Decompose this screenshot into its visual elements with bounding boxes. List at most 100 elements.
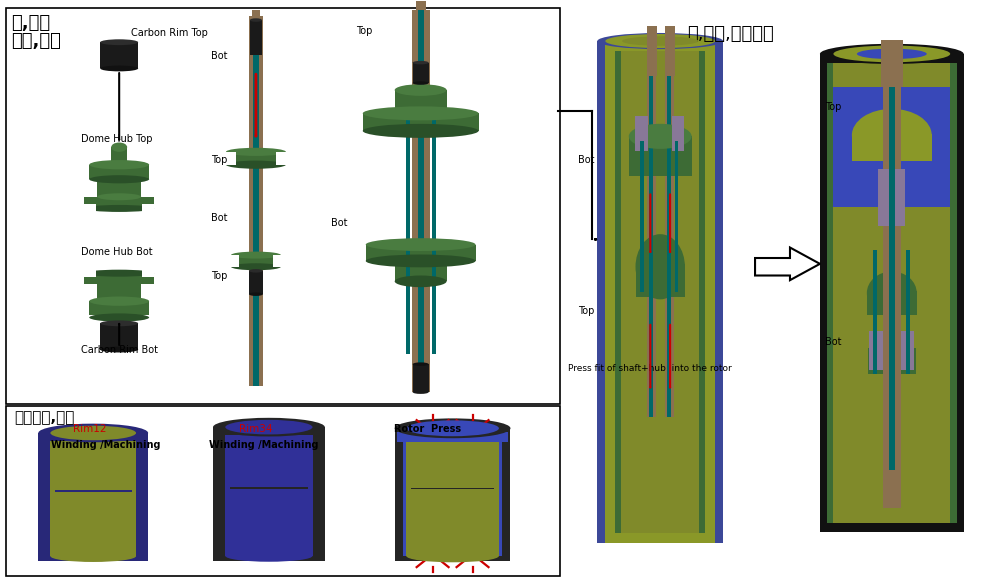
Text: 축,허브: 축,허브 (11, 14, 50, 32)
Bar (412, 364, 428, 392)
Bar (616, 51, 622, 533)
Bar (89, 165, 149, 179)
Bar (84, 266, 96, 277)
Ellipse shape (834, 46, 950, 62)
Bar (97, 284, 141, 302)
Bar (852, 134, 932, 162)
Ellipse shape (394, 275, 446, 287)
Text: Bot: Bot (211, 213, 227, 223)
Bar (111, 312, 127, 318)
Ellipse shape (250, 18, 262, 22)
Bar (883, 45, 901, 484)
Bar (213, 427, 324, 561)
Bar (394, 258, 446, 281)
Bar (6, 406, 561, 576)
Bar (901, 331, 914, 370)
Bar (881, 39, 903, 87)
Text: Rotor  Press: Rotor Press (393, 424, 460, 434)
Text: Bot: Bot (825, 336, 842, 347)
Bar (867, 291, 917, 315)
Bar (873, 250, 877, 374)
Ellipse shape (89, 314, 149, 322)
Bar (365, 244, 475, 261)
Bar (252, 10, 260, 19)
Bar (6, 8, 561, 404)
Bar (598, 41, 723, 543)
Text: Winding /Machining: Winding /Machining (209, 441, 318, 451)
Bar (250, 20, 262, 55)
Bar (84, 197, 154, 209)
Bar (415, 1, 425, 10)
Ellipse shape (606, 34, 715, 48)
Ellipse shape (394, 418, 511, 438)
Ellipse shape (89, 175, 149, 183)
Bar (226, 152, 236, 165)
Bar (362, 113, 478, 131)
Text: Top: Top (579, 306, 595, 316)
Bar (229, 487, 308, 489)
Ellipse shape (225, 420, 312, 434)
Text: Bot: Bot (579, 155, 595, 165)
Bar (84, 204, 96, 214)
Ellipse shape (231, 263, 281, 270)
Bar (89, 301, 149, 315)
Ellipse shape (362, 124, 478, 138)
Text: Top: Top (355, 26, 372, 36)
Bar (868, 348, 916, 374)
Bar (84, 273, 154, 284)
Text: Top: Top (825, 102, 841, 112)
Bar (111, 147, 127, 165)
Bar (616, 51, 705, 533)
Bar (834, 87, 950, 207)
Ellipse shape (249, 269, 263, 272)
Bar (869, 331, 883, 370)
Bar (50, 441, 136, 556)
Bar (640, 141, 644, 292)
Ellipse shape (249, 292, 263, 296)
Ellipse shape (406, 550, 498, 563)
Text: Bot: Bot (211, 52, 227, 62)
Bar (665, 26, 675, 76)
Bar (665, 26, 674, 417)
Ellipse shape (225, 550, 312, 562)
Ellipse shape (111, 142, 127, 152)
Bar (394, 90, 446, 113)
Ellipse shape (84, 270, 154, 277)
Bar (883, 470, 901, 508)
Ellipse shape (231, 251, 281, 258)
Bar (820, 54, 964, 532)
Bar (38, 433, 148, 561)
Bar (231, 255, 281, 267)
Ellipse shape (226, 161, 286, 169)
Bar (225, 435, 312, 556)
Text: Rim34: Rim34 (239, 424, 272, 434)
Bar (276, 152, 286, 165)
Bar (253, 16, 259, 386)
Ellipse shape (50, 425, 136, 440)
Bar (410, 488, 494, 489)
Bar (249, 271, 263, 294)
Text: Press fit of shaft+hub  into the rotor: Press fit of shaft+hub into the rotor (569, 364, 732, 373)
Bar (827, 63, 834, 523)
Bar (412, 63, 428, 83)
Ellipse shape (598, 33, 723, 49)
Bar (397, 432, 509, 442)
Bar (394, 428, 511, 561)
Bar (606, 41, 715, 543)
Bar (629, 137, 692, 176)
Text: Winding /Machining: Winding /Machining (51, 441, 161, 451)
Ellipse shape (629, 124, 692, 149)
Text: Bot: Bot (330, 217, 347, 228)
Ellipse shape (38, 424, 148, 442)
Bar (226, 152, 286, 165)
Bar (100, 42, 138, 69)
Text: Dome Hub Bot: Dome Hub Bot (81, 247, 153, 257)
Ellipse shape (394, 84, 446, 96)
Bar (498, 437, 503, 556)
Text: Carbon Rim Top: Carbon Rim Top (131, 28, 208, 38)
Bar (878, 169, 905, 226)
Text: Top: Top (211, 271, 227, 281)
Bar (142, 266, 154, 277)
Bar (672, 116, 685, 151)
Bar (402, 437, 406, 556)
